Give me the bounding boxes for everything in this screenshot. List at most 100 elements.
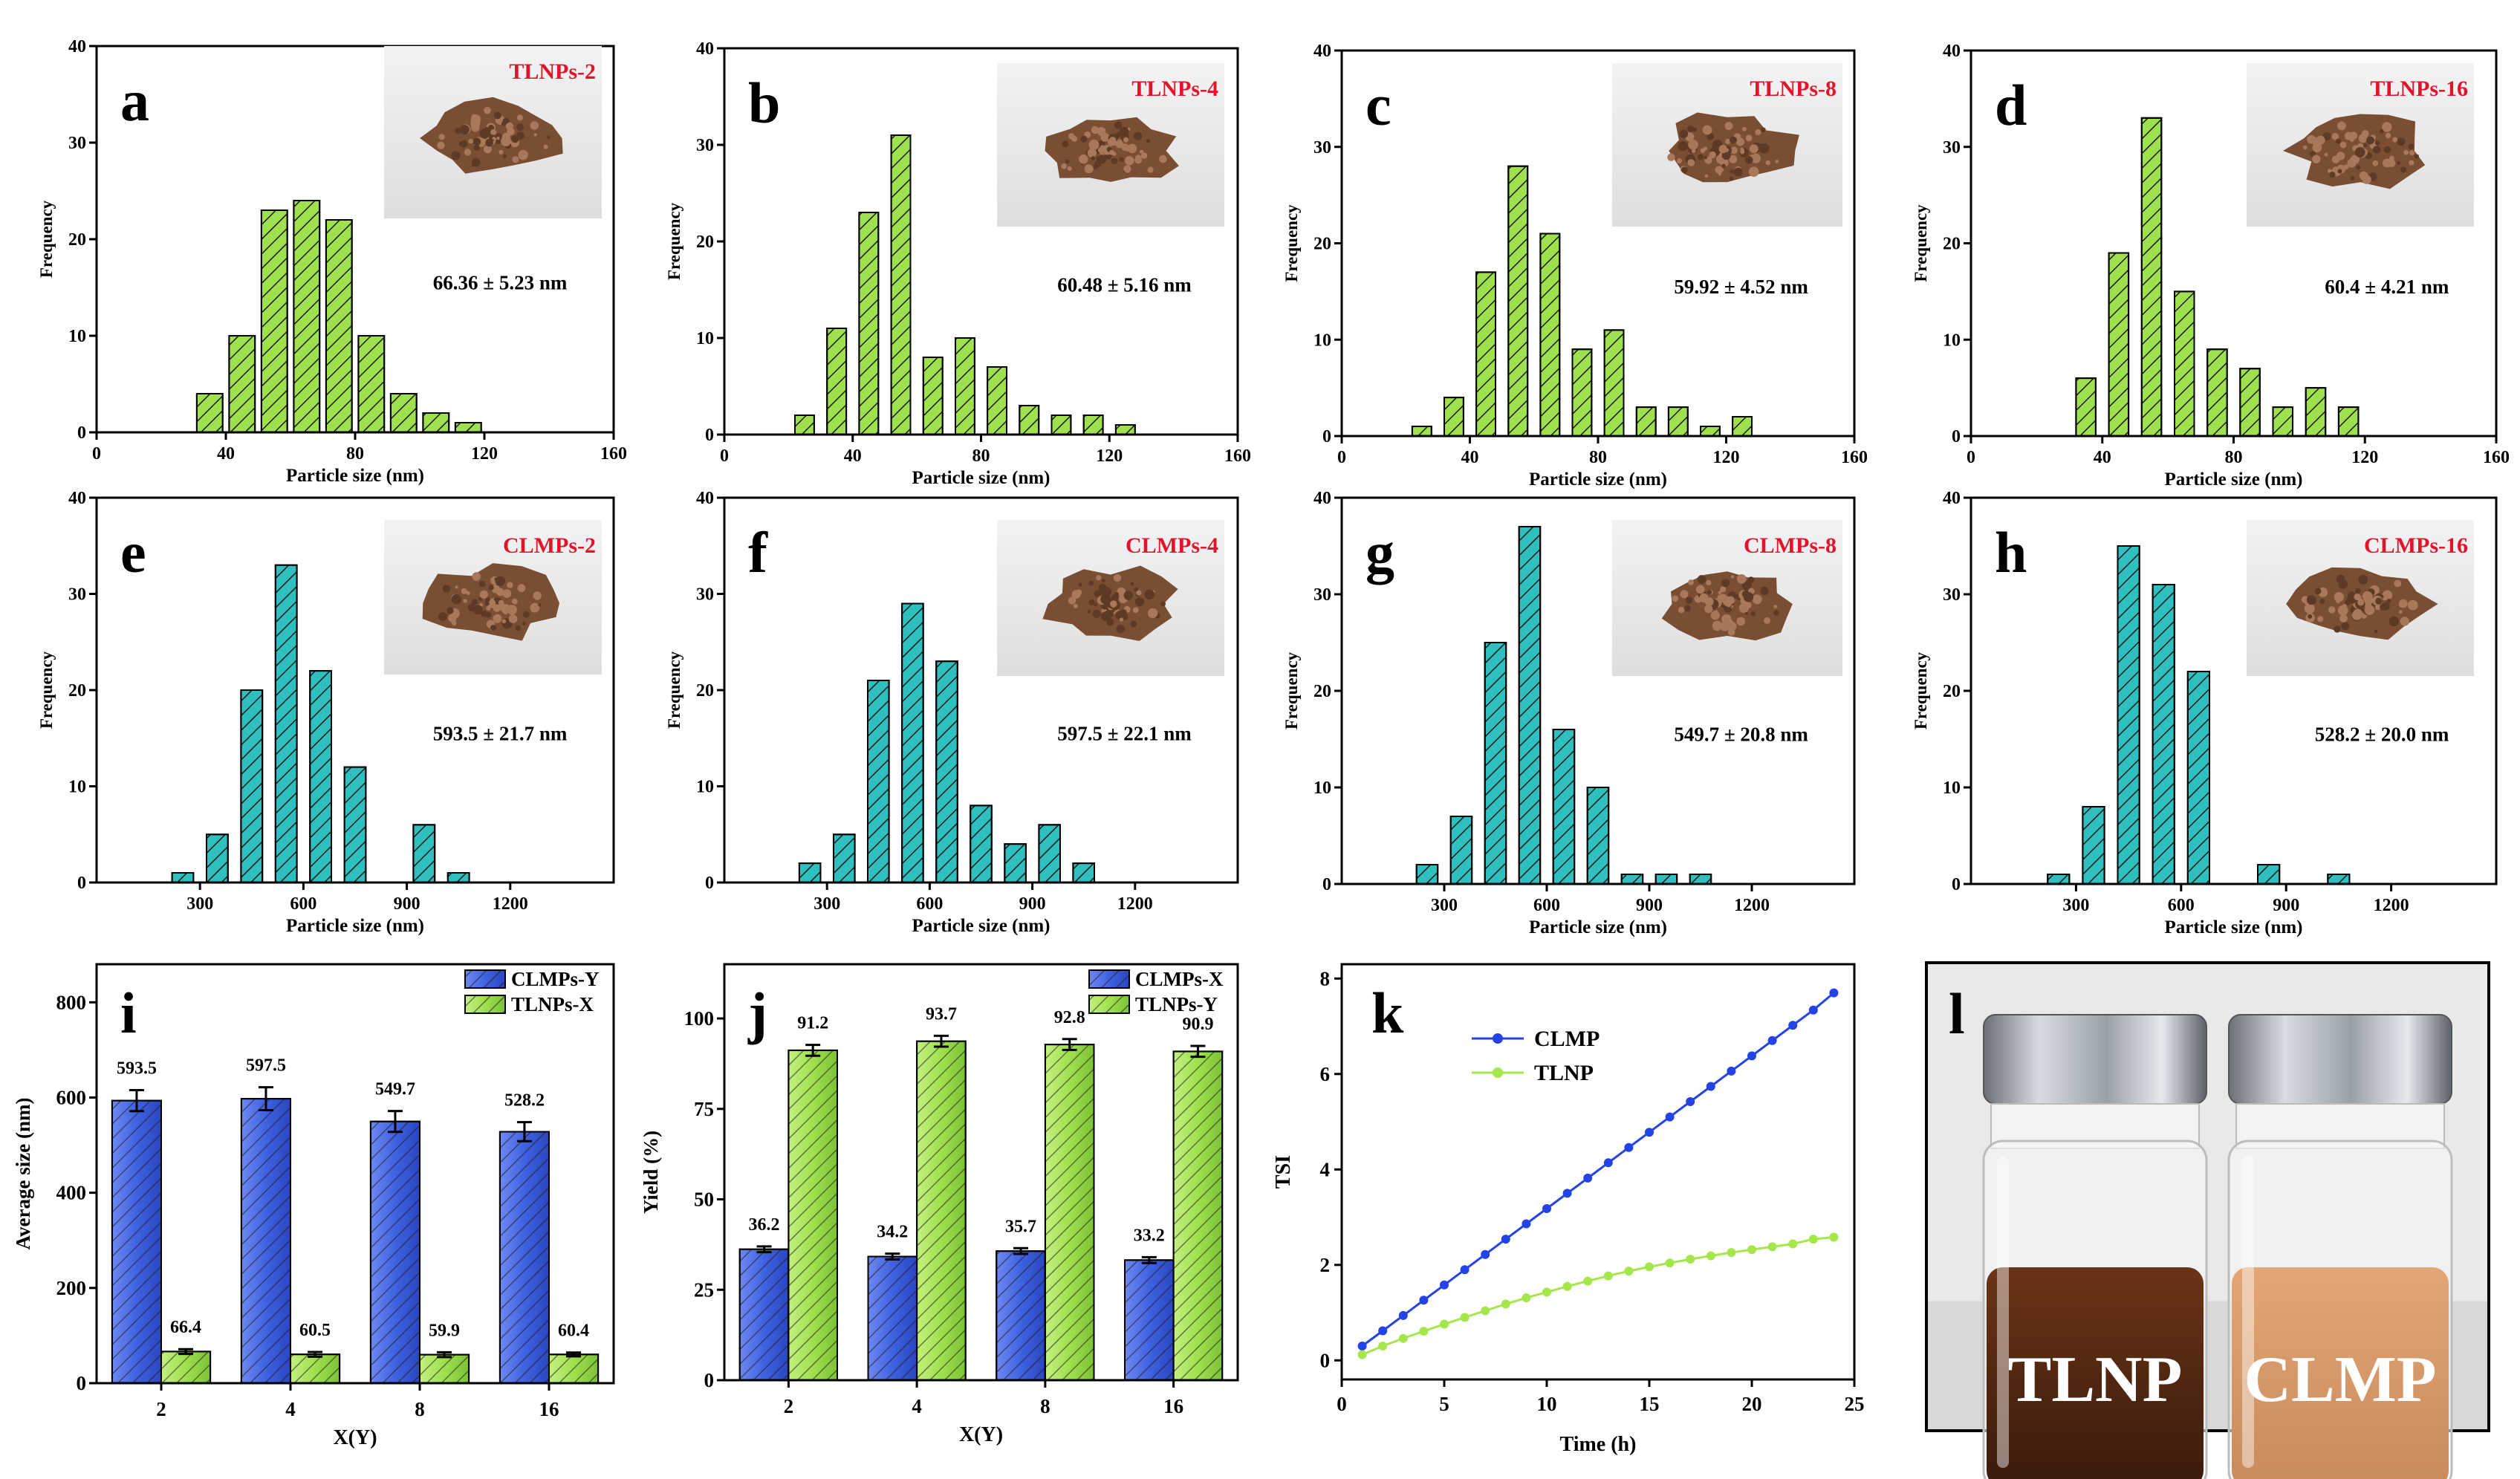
powder-grain [472, 163, 475, 167]
bar-hatch [788, 1049, 839, 1382]
bar-value-label: 91.2 [797, 1014, 828, 1033]
data-point [1747, 1051, 1756, 1061]
powder-grain [2338, 579, 2348, 589]
y-tick-label: 75 [694, 1098, 714, 1120]
data-point [1727, 1248, 1736, 1258]
mean-size-annotation: 66.36 ± 5.23 nm [433, 272, 568, 294]
histogram-bar-hatch [2186, 671, 2211, 885]
powder-grain [518, 149, 528, 160]
y-tick-label: 0 [704, 1369, 715, 1391]
powder-grain [1775, 160, 1779, 163]
powder-grain [1106, 618, 1114, 626]
x-axis-label: Particle size (nm) [286, 916, 424, 936]
x-tick-label: 300 [1431, 896, 1458, 915]
powder-grain [1722, 596, 1733, 607]
data-point [1501, 1235, 1510, 1244]
histogram-bar-hatch [1484, 642, 1507, 885]
y-axis-label: Frequency [1912, 204, 1930, 282]
x-tick-label: 300 [186, 894, 213, 914]
powder-grain [1144, 589, 1155, 600]
powder-grain [1114, 592, 1120, 597]
y-tick-label: 20 [1943, 682, 1961, 701]
y-tick-label: 40 [696, 489, 714, 508]
x-tick-label: 300 [2062, 896, 2089, 915]
y-tick-label: 600 [56, 1086, 87, 1108]
x-tick-label: 600 [2168, 896, 2195, 915]
histogram-bar-hatch [1552, 729, 1576, 885]
y-tick-label: 0 [1952, 875, 1961, 894]
vial-tlnp: TLNP [1982, 1014, 2208, 1479]
powder-grain [1094, 590, 1102, 598]
histogram-bar-hatch [798, 862, 822, 883]
panel-label: c [1365, 73, 1391, 137]
panel-j: 36.2 91.2 2 34.2 93.7 4 35.7 92.8 8 33.2 90.9 16 0 25… [640, 963, 1239, 1446]
powder-grain [488, 585, 494, 591]
x-tick-label: 25 [1845, 1393, 1865, 1415]
powder-grain [1127, 143, 1137, 154]
y-tick-label: 10 [1313, 331, 1331, 350]
y-tick-label: 400 [56, 1182, 87, 1204]
data-point [1706, 1082, 1715, 1091]
powder-grain [485, 597, 490, 602]
legend-marker [1493, 1033, 1503, 1044]
y-tick-label: 30 [696, 585, 714, 605]
y-tick-label: 40 [1313, 42, 1331, 61]
powder-grain [1146, 139, 1150, 143]
powder-grain [1765, 160, 1770, 166]
bar-value-label: 549.7 [375, 1080, 415, 1099]
powder-grain [1678, 140, 1689, 152]
x-tick-label: 80 [2225, 448, 2243, 467]
powder-grain [2322, 132, 2331, 140]
histogram-bar-hatch [2174, 290, 2195, 437]
powder-grain [501, 619, 507, 623]
bar-hatch [369, 1120, 420, 1384]
powder-grain [1725, 138, 1731, 145]
x-tick-label: 4 [912, 1395, 922, 1417]
histogram-bar-hatch [274, 564, 298, 883]
powder-grain [498, 599, 504, 605]
y-tick-label: 10 [696, 778, 714, 797]
x-axis-label: Particle size (nm) [912, 916, 1050, 936]
x-tick-label: 300 [814, 894, 840, 914]
data-point [1686, 1255, 1695, 1264]
powder-grain [1697, 575, 1706, 584]
histogram-bar-hatch [1444, 397, 1464, 437]
powder-grain [1732, 147, 1736, 151]
bar-value-label: 36.2 [749, 1215, 780, 1235]
powder-grain [2400, 617, 2409, 626]
powder-grain [2354, 147, 2365, 157]
histogram-bar-hatch [357, 335, 386, 433]
powder-grain [2319, 599, 2325, 604]
y-axis-label: Frequency [1282, 204, 1301, 282]
powder-grain [2351, 176, 2355, 181]
histogram-bar-hatch [2108, 252, 2130, 437]
powder-grain [2342, 604, 2347, 609]
y-tick-label: 50 [694, 1189, 714, 1211]
powder-grain [1088, 580, 1094, 586]
y-tick-label: 0 [77, 874, 86, 893]
x-tick-label: 1200 [2374, 896, 2409, 915]
x-axis-label: Time (h) [1560, 1433, 1637, 1456]
powder-grain [2357, 599, 2365, 606]
powder-grain [1087, 148, 1097, 158]
powder-grain [1706, 590, 1712, 595]
panel-g: 0 10 20 30 40 300 600 900 1200 Particle size (nm)… [1282, 489, 1856, 937]
powder-grain [1120, 609, 1127, 616]
panel-h: 0 10 20 30 40 300 600 900 1200 Particle size (nm)… [1912, 489, 2498, 937]
powder-grain [1147, 608, 1158, 619]
powder-grain [1130, 582, 1134, 586]
powder-grain [2398, 602, 2405, 608]
y-tick-label: 20 [68, 681, 86, 701]
powder-grain [2334, 592, 2344, 602]
x-tick-label: 120 [1713, 448, 1740, 467]
bar-hatch [1124, 1259, 1175, 1382]
powder-grain [2389, 155, 2394, 161]
bar-value-label: 528.2 [504, 1091, 545, 1111]
y-tick-label: 0 [1952, 427, 1961, 446]
powder-grain [442, 585, 451, 593]
legend-label: CLMPs-Y [511, 968, 599, 990]
powder-grain [460, 140, 468, 148]
panel-b: 0 10 20 30 40 0 40 80 120 160 Particle size (nm) Fr… [665, 39, 1251, 488]
panel-d: 0 10 20 30 40 0 40 80 120 160 Particle size (nm) Fr… [1912, 42, 2510, 490]
x-tick-label: 40 [1461, 448, 1479, 467]
